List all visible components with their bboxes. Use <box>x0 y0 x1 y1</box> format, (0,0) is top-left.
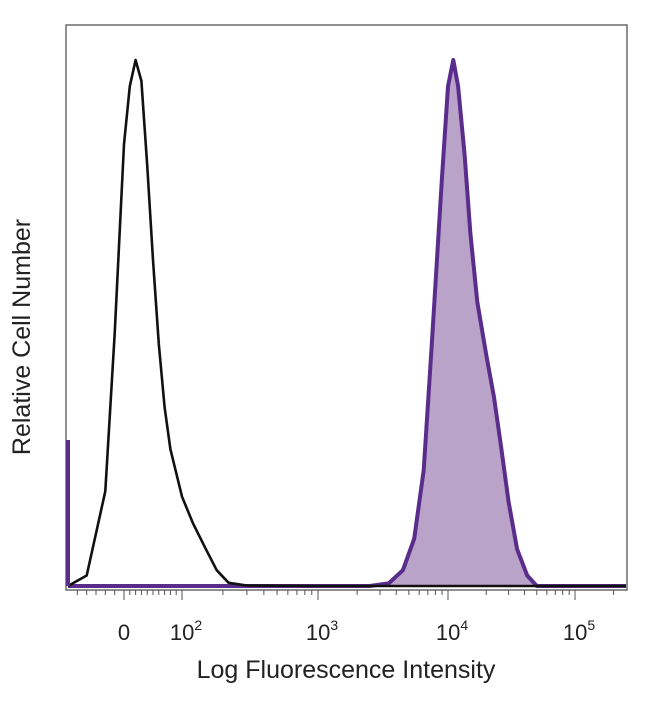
x-axis-title: Log Fluorescence Intensity <box>197 656 496 684</box>
series-1-area <box>68 60 626 586</box>
x-tick-label-4: 105 <box>563 617 595 645</box>
x-axis: 0 102 103 104 105 <box>76 590 615 645</box>
series-1-line <box>68 58 626 588</box>
x-tick-label-1: 102 <box>170 617 202 645</box>
x-tick-label-2: 103 <box>306 617 338 645</box>
y-axis-title: Relative Cell Number <box>8 219 36 455</box>
series-layer <box>66 58 626 588</box>
plot-frame <box>65 24 628 591</box>
x-tick-label-3: 104 <box>436 617 468 645</box>
x-tick-label-0: 0 <box>118 620 130 645</box>
series-0-line <box>67 58 626 588</box>
